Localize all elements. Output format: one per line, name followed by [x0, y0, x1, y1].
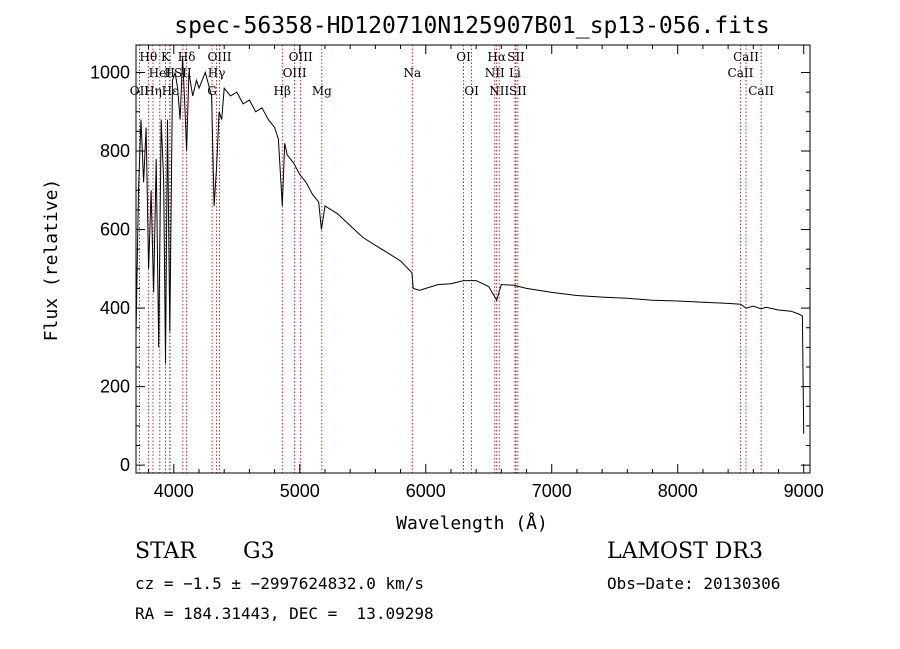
axis-ticks: 4000 5000 6000 7000 8000 9000 0 200 400 600 800 100… — [90, 45, 824, 501]
plot-frame — [135, 44, 811, 474]
line-label: OI — [456, 50, 471, 64]
y-axis-label: Flux (relative) — [41, 179, 62, 342]
x-tick-label: 7000 — [532, 481, 572, 501]
survey-name: LAMOST DR3 — [607, 539, 763, 564]
line-label: OI — [464, 84, 479, 98]
y-tick-label: 800 — [100, 141, 130, 161]
line-label: Hα — [487, 50, 506, 64]
spectrum-line — [135, 56, 805, 434]
line-label: OIII — [283, 66, 307, 80]
x-axis-label: Wavelength (Å) — [396, 512, 548, 534]
y-tick-label: 0 — [120, 455, 130, 475]
line-label: OII — [130, 84, 150, 98]
line-label: CaII — [728, 66, 754, 80]
line-label: NII — [485, 66, 505, 80]
line-label: CaII — [733, 50, 759, 64]
line-label: G — [207, 84, 217, 98]
line-label: HeI — [149, 66, 172, 80]
line-label: Hε — [162, 84, 179, 98]
line-label: Li — [509, 66, 521, 80]
line-label: SII — [509, 84, 527, 98]
subclass: G3 — [243, 539, 275, 564]
chart-title: spec-56358-HD120710N125907B01_sp13-056.f… — [174, 13, 769, 39]
y-tick-label: 200 — [100, 377, 130, 397]
line-label: Hδ — [178, 50, 196, 64]
line-label: Hθ — [139, 50, 157, 64]
line-label: CaII — [748, 84, 774, 98]
line-label: Hγ — [208, 66, 226, 80]
y-tick-label: 1000 — [90, 62, 130, 82]
line-label: SII — [507, 50, 525, 64]
x-tick-label: 8000 — [658, 481, 698, 501]
object-class: STAR — [135, 539, 196, 564]
x-tick-label: 9000 — [784, 481, 824, 501]
coordinates: RA = 184.31443, DEC = 13.09298 — [135, 604, 434, 623]
line-markers — [139, 45, 762, 473]
line-label: Hη — [144, 84, 162, 98]
line-label: NII — [489, 84, 509, 98]
line-label: Hβ — [274, 84, 291, 98]
line-label: Mg — [312, 84, 332, 98]
y-tick-label: 400 — [100, 298, 130, 318]
line-label: OIII — [207, 50, 231, 64]
spectrum-chart: spec-56358-HD120710N125907B01_sp13-056.f… — [41, 13, 824, 534]
obs-date: Obs−Date: 20130306 — [607, 574, 781, 593]
line-label: Na — [403, 66, 421, 80]
line-label: H — [165, 66, 175, 80]
line-label: OIII — [289, 50, 313, 64]
x-tick-label: 6000 — [406, 481, 446, 501]
line-label: K — [161, 50, 171, 64]
x-tick-label: 5000 — [280, 481, 320, 501]
y-tick-label: 600 — [100, 220, 130, 240]
redshift-text: cz = −1.5 ± −2997624832.0 km/s — [135, 574, 424, 593]
x-tick-label: 4000 — [154, 481, 194, 501]
